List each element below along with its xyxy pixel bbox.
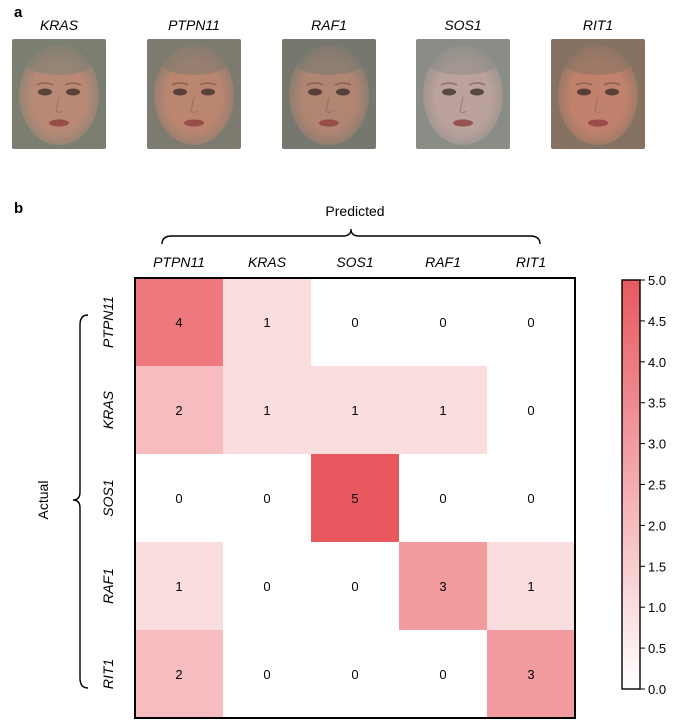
colorbar-tick-label: 1.0 xyxy=(648,600,666,615)
cell-value-label: 0 xyxy=(439,315,446,330)
predicted-brace xyxy=(161,228,541,245)
cell-value-label: 0 xyxy=(263,579,270,594)
heatmap-cell xyxy=(223,630,311,718)
heatmap-cell xyxy=(311,630,399,718)
row-label: RIT1 xyxy=(100,659,116,689)
heatmap-cell xyxy=(399,278,487,366)
cell-value-label: 1 xyxy=(263,315,270,330)
heatmap-cell xyxy=(135,366,223,454)
colorbar-tick-label: 2.5 xyxy=(648,478,666,493)
colorbar-tick-label: 0.5 xyxy=(648,641,666,656)
colorbar xyxy=(621,279,641,690)
colorbar-tick-label: 4.0 xyxy=(648,355,666,370)
average-face-image-kras xyxy=(12,39,106,149)
face-label-kras: KRAS xyxy=(39,17,79,33)
heatmap-cell xyxy=(487,454,575,542)
heatmap-cell xyxy=(487,278,575,366)
x-axis-title: Predicted xyxy=(325,203,384,219)
heatmap-cell xyxy=(399,630,487,718)
panel-b-label: b xyxy=(14,200,24,217)
colorbar-tick-label: 0.0 xyxy=(648,682,666,697)
cell-value-label: 4 xyxy=(175,315,182,330)
heatmap-cell xyxy=(135,630,223,718)
heatmap-cell xyxy=(399,454,487,542)
heatmap-cell xyxy=(311,542,399,630)
actual-brace xyxy=(72,314,89,689)
heatmap-cell xyxy=(399,366,487,454)
heatmap-cell xyxy=(223,278,311,366)
row-label: RAF1 xyxy=(100,568,116,604)
face-label-ptpn11: PTPN11 xyxy=(168,17,220,33)
colorbar-tick-label: 1.5 xyxy=(648,559,666,574)
cell-value-label: 0 xyxy=(263,667,270,682)
cell-value-label: 0 xyxy=(351,315,358,330)
heatmap-cell xyxy=(487,542,575,630)
cell-value-label: 3 xyxy=(439,579,446,594)
cell-value-label: 1 xyxy=(175,579,182,594)
heatmap-border xyxy=(134,277,576,719)
heatmap-cell xyxy=(223,542,311,630)
heatmap-cell xyxy=(399,542,487,630)
cell-value-label: 0 xyxy=(263,491,270,506)
face-label-raf1: RAF1 xyxy=(311,17,347,33)
row-label: SOS1 xyxy=(100,479,116,516)
colorbar-tick-label: 5.0 xyxy=(648,273,666,288)
y-axis-title: Actual xyxy=(35,481,51,520)
face-label-sos1: SOS1 xyxy=(444,17,482,33)
cell-value-label: 3 xyxy=(527,667,534,682)
average-face-image-raf1 xyxy=(282,39,376,149)
cell-value-label: 1 xyxy=(527,579,534,594)
heatmap-cell xyxy=(487,366,575,454)
cell-value-label: 1 xyxy=(263,403,270,418)
average-face-image-rit1 xyxy=(551,39,645,149)
column-label: RIT1 xyxy=(516,254,546,270)
heatmap-cell xyxy=(487,630,575,718)
average-face-image-sos1 xyxy=(416,39,510,149)
row-label: PTPN11 xyxy=(100,296,116,348)
cell-value-label: 0 xyxy=(351,667,358,682)
cell-value-label: 0 xyxy=(439,491,446,506)
colorbar-tick-label: 4.5 xyxy=(648,314,666,329)
cell-value-label: 1 xyxy=(351,403,358,418)
heatmap-cell xyxy=(311,454,399,542)
column-label: SOS1 xyxy=(336,254,373,270)
heatmap-cell xyxy=(223,366,311,454)
row-label: KRAS xyxy=(100,390,116,429)
cell-value-label: 0 xyxy=(527,403,534,418)
cell-value-label: 0 xyxy=(351,579,358,594)
heatmap-cell xyxy=(311,278,399,366)
cell-value-label: 0 xyxy=(527,315,534,330)
heatmap-cell xyxy=(311,366,399,454)
heatmap-cell xyxy=(135,278,223,366)
heatmap-cell xyxy=(223,454,311,542)
cell-value-label: 0 xyxy=(439,667,446,682)
cell-value-label: 5 xyxy=(351,491,358,506)
column-label: PTPN11 xyxy=(153,254,205,270)
colorbar-tick-label: 2.0 xyxy=(648,518,666,533)
cell-value-label: 1 xyxy=(439,403,446,418)
cell-value-label: 2 xyxy=(175,667,182,682)
colorbar-tick-label: 3.0 xyxy=(648,437,666,452)
panel-a-label: a xyxy=(14,4,23,21)
heatmap-cell xyxy=(135,542,223,630)
heatmap-cell xyxy=(135,454,223,542)
average-face-image-ptpn11 xyxy=(147,39,241,149)
column-label: RAF1 xyxy=(425,254,461,270)
column-label: KRAS xyxy=(248,254,287,270)
colorbar-tick-label: 3.5 xyxy=(648,396,666,411)
cell-value-label: 2 xyxy=(175,403,182,418)
cell-value-label: 0 xyxy=(527,491,534,506)
face-label-rit1: RIT1 xyxy=(582,17,614,33)
cell-value-label: 0 xyxy=(175,491,182,506)
